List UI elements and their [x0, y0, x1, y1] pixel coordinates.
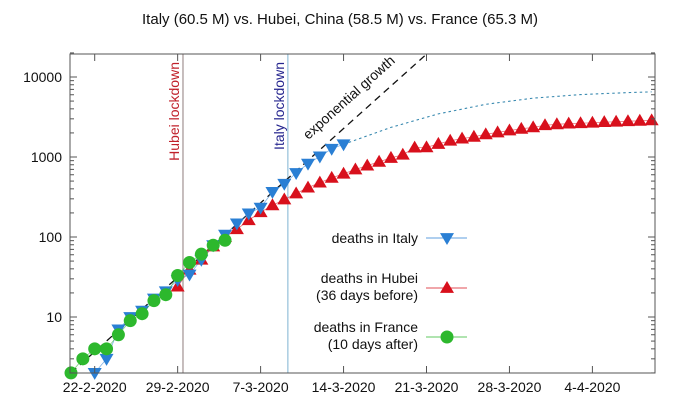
data-point: [253, 202, 268, 215]
x-tick-label: 22-2-2020: [63, 379, 127, 395]
data-point: [312, 151, 327, 164]
data-point: [289, 186, 304, 199]
data-point: [372, 154, 387, 167]
lockdown-annotations: Hubei lockdown Italy lockdown: [166, 54, 289, 373]
axes: 10 100 1000 10000 22-2-2020 29-2-2020 7-3-2020…: [23, 52, 655, 395]
data-point: [100, 342, 114, 356]
data-series: [64, 113, 659, 380]
data-point: [135, 307, 149, 321]
data-point: [597, 115, 612, 128]
data-point: [419, 140, 434, 153]
data-point: [159, 288, 173, 302]
legend-marker: [440, 330, 454, 344]
data-point: [123, 314, 137, 328]
series-triangle-down: [87, 139, 351, 380]
y-tick-label: 10000: [23, 69, 62, 85]
data-point: [301, 158, 315, 171]
data-point: [183, 256, 196, 270]
data-point: [336, 166, 351, 179]
legend-item: deaths in Hubei(36 days before): [316, 270, 467, 303]
data-point: [561, 116, 576, 129]
lockdown-label: Italy lockdown: [271, 62, 287, 150]
data-point: [289, 168, 304, 180]
data-point: [312, 175, 327, 188]
series-triangle-up: [170, 113, 659, 292]
data-point: [194, 247, 208, 261]
data-point: [502, 123, 517, 136]
data-point: [324, 143, 339, 156]
data-point: [407, 140, 422, 153]
x-tick-label: 29-2-2020: [146, 379, 210, 395]
data-point: [455, 131, 470, 144]
data-point: [573, 116, 588, 129]
exponential-growth-line: [70, 54, 427, 373]
data-point: [277, 178, 292, 191]
data-point: [324, 170, 339, 183]
data-point: [277, 192, 292, 205]
chart-title: Italy (60.5 M) vs. Hubei, China (58.5 M)…: [142, 11, 538, 28]
data-point: [182, 269, 197, 282]
data-point: [360, 158, 375, 171]
data-point: [431, 136, 446, 149]
exponential-growth-label: exponential growth: [300, 52, 398, 142]
series-circle: [64, 233, 232, 380]
data-point: [301, 180, 315, 193]
data-point: [609, 114, 624, 127]
data-point: [265, 198, 280, 211]
data-point: [171, 269, 185, 283]
data-point: [632, 113, 647, 126]
data-point: [443, 133, 458, 146]
data-point: [478, 127, 493, 140]
data-point: [585, 115, 600, 128]
data-point: [395, 147, 410, 160]
data-point: [620, 114, 635, 127]
legend-marker: [440, 233, 454, 245]
x-tick-label: 14-3-2020: [312, 379, 376, 395]
y-tick-label: 100: [39, 229, 63, 245]
data-point: [88, 342, 102, 356]
legend: deaths in Italy deaths in Hubei(36 days b…: [314, 230, 467, 352]
data-point: [538, 118, 552, 131]
series-line: [94, 143, 344, 374]
data-point: [218, 233, 232, 247]
data-point: [549, 117, 564, 130]
data-point: [229, 218, 244, 231]
data-point: [99, 353, 114, 366]
legend-marker: [440, 281, 454, 293]
data-point: [336, 139, 351, 152]
data-point: [76, 352, 90, 366]
legend-item: deaths in France(10 days after): [314, 319, 467, 352]
data-point: [526, 120, 541, 133]
x-tick-label: 21-3-2020: [395, 379, 459, 395]
data-point: [466, 129, 481, 142]
legend-label: deaths in Italy: [332, 230, 418, 246]
data-point: [514, 121, 529, 134]
plot-frame: [69, 53, 656, 374]
data-point: [348, 162, 363, 175]
data-point: [383, 150, 398, 163]
x-tick-label: 7-3-2020: [233, 379, 289, 395]
data-point: [111, 328, 125, 342]
x-tick-label: 28-3-2020: [478, 379, 542, 395]
x-tick-label: 4-4-2020: [564, 379, 620, 395]
data-point: [206, 238, 220, 252]
legend-item: deaths in Italy: [332, 230, 467, 246]
y-tick-label: 10: [46, 309, 62, 325]
legend-label: deaths in Hubei: [321, 270, 418, 286]
lockdown-label: Hubei lockdown: [166, 62, 182, 161]
legend-label: deaths in France: [314, 319, 418, 335]
data-point: [87, 368, 102, 380]
legend-label: (10 days after): [328, 336, 418, 352]
data-point: [265, 187, 280, 199]
data-point: [490, 125, 505, 138]
italy-fit-line: [343, 91, 652, 145]
data-point: [241, 208, 256, 221]
legend-label: (36 days before): [316, 287, 418, 303]
y-tick-label: 1000: [31, 149, 62, 165]
data-point: [147, 294, 161, 308]
